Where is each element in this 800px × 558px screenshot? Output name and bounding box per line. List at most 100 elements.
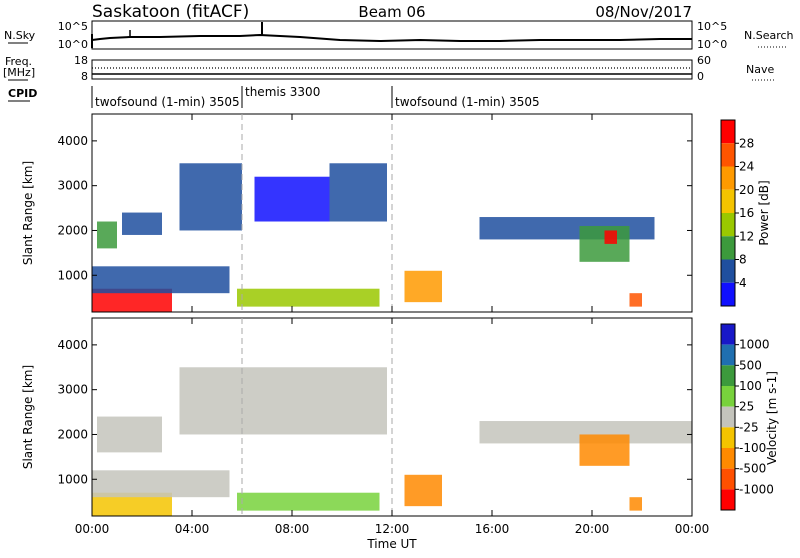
- power-ylabel: Slant Range [km]: [21, 161, 35, 265]
- scatter-region-1: [92, 492, 172, 516]
- x-tick-label: 20:00: [575, 522, 610, 536]
- freq-label-1: Freq.: [5, 55, 32, 68]
- colorbar-tick-label: 24: [739, 160, 754, 174]
- colorbar-swatch: [721, 489, 735, 510]
- y-tick-label: 2000: [57, 223, 88, 237]
- noise-left-tick-bottom: 10^0: [58, 38, 88, 51]
- cpid-segment-3: twofsound (1-min) 3505: [395, 95, 540, 109]
- colorbar-swatch: [721, 282, 735, 306]
- colorbar-swatch: [721, 213, 735, 237]
- colorbar-swatch: [721, 259, 735, 283]
- scatter-region-6: [254, 176, 330, 222]
- noise-right-tick-bottom: 10^0: [697, 38, 727, 51]
- scatter-region-8: [579, 434, 630, 466]
- y-tick-label: 1000: [57, 268, 88, 282]
- x-tick-label: 00:00: [75, 522, 110, 536]
- colorbar-tick-label: 16: [739, 206, 754, 220]
- date-title: 08/Nov/2017: [595, 3, 692, 21]
- colorbar-tick-label: 12: [739, 229, 754, 243]
- freq-tick-bottom: 8: [81, 70, 88, 83]
- scatter-region-3: [97, 416, 162, 453]
- velocity-panel: 1000 2000 3000 4000 Slant Range [km] 1000 50…: [21, 317, 779, 551]
- velocity-ylabel: Slant Range [km]: [21, 365, 35, 469]
- y-tick-label: 4000: [57, 134, 88, 148]
- nave-tick-bottom: 0: [697, 70, 704, 83]
- colorbar-tick-label: 100: [739, 379, 762, 393]
- scatter-region-9: [404, 270, 442, 303]
- scatter-region-3: [97, 221, 117, 249]
- x-tick-label: 00:00: [675, 522, 710, 536]
- colorbar-swatch: [721, 427, 735, 448]
- colorbar-tick-label: -100: [739, 441, 766, 455]
- colorbar-swatch: [721, 120, 735, 144]
- colorbar-swatch: [721, 189, 735, 213]
- colorbar-swatch: [721, 344, 735, 366]
- station-title: Saskatoon (fitACF): [92, 2, 249, 22]
- scatter-region-1: [92, 288, 172, 312]
- freq-label-2: [MHz]: [3, 66, 35, 79]
- colorbar-tick-label: 28: [739, 136, 754, 150]
- cpid-segment-2: themis 3300: [245, 85, 320, 99]
- freq-tick-top: 18: [74, 54, 88, 67]
- power-panel: 1000 2000 3000 4000 Slant Range [km] 28 24 20…: [21, 113, 771, 313]
- nave-label: Nave: [746, 63, 774, 76]
- colorbar-swatch: [721, 365, 735, 386]
- scatter-region-5: [179, 163, 242, 231]
- scatter-region-4: [179, 367, 387, 435]
- colorbar-tick-label: -1000: [739, 482, 774, 496]
- noise-left-tick-top: 10^5: [58, 20, 88, 33]
- y-tick-label: 2000: [57, 427, 88, 441]
- colorbar-tick-label: 500: [739, 358, 762, 372]
- colorbar-tick-label: 1000: [739, 338, 770, 352]
- scatter-region-2: [92, 470, 230, 498]
- x-tick-label: 08:00: [275, 522, 310, 536]
- scatter-region-7: [479, 421, 692, 444]
- scatter-region-8: [237, 288, 380, 307]
- colorbar-swatch: [721, 448, 735, 469]
- colorbar-tick-label: 8: [739, 253, 747, 267]
- colorbar-tick-label: -25: [739, 420, 759, 434]
- scatter-region-2: [92, 266, 230, 294]
- colorbar-swatch: [721, 236, 735, 260]
- colorbar-swatch: [721, 143, 735, 167]
- nave-tick-top: 60: [697, 54, 711, 67]
- noise-left-label: N.Sky: [4, 29, 36, 42]
- colorbar-tick-label: 20: [739, 183, 754, 197]
- noise-sky-trace: [91, 33, 692, 43]
- scatter-region-6: [404, 474, 442, 507]
- scatter-region-9: [629, 497, 642, 511]
- colorbar-frame: [720, 323, 736, 511]
- cpid-label: CPID: [8, 87, 37, 100]
- colorbar-swatch: [721, 406, 735, 428]
- y-tick-label: 3000: [57, 383, 88, 397]
- colorbar-tick-label: 4: [739, 276, 747, 290]
- y-tick-label: 3000: [57, 179, 88, 193]
- noise-panel: N.Sky 10^5 10^0 10^5 10^0 N.Search: [4, 20, 794, 51]
- cpid-strip: CPID twofsound (1-min) 3505 themis 3300 …: [8, 85, 540, 109]
- scatter-region-13: [629, 293, 642, 307]
- x-tick-label: 04:00: [175, 522, 210, 536]
- x-tick-label: 12:00: [375, 522, 410, 536]
- cpid-segment-1: twofsound (1-min) 3505: [95, 95, 240, 109]
- power-colorbar-label: Power [dB]: [757, 180, 771, 245]
- colorbar-tick-label: 25: [739, 400, 754, 414]
- scatter-region-4: [122, 212, 162, 235]
- time-axis-label: Time UT: [366, 537, 417, 551]
- y-tick-label: 1000: [57, 472, 88, 486]
- noise-right-label: N.Search: [744, 29, 794, 42]
- y-tick-label: 4000: [57, 338, 88, 352]
- freq-panel: Freq. [MHz] 18 8 60 0 Nave: [3, 54, 776, 83]
- beam-title: Beam 06: [358, 3, 425, 21]
- scatter-region-7: [329, 163, 387, 222]
- scatter-region-5: [237, 492, 380, 511]
- colorbar-tick-label: -500: [739, 462, 766, 476]
- scatter-region-12: [604, 230, 617, 244]
- velocity-colorbar-label: Velocity [m s-1]: [765, 371, 779, 465]
- colorbar-swatch: [721, 166, 735, 190]
- noise-right-tick-top: 10^5: [697, 20, 727, 33]
- colorbar-swatch: [721, 386, 735, 407]
- colorbar-swatch: [721, 324, 735, 345]
- x-tick-label: 16:00: [475, 522, 510, 536]
